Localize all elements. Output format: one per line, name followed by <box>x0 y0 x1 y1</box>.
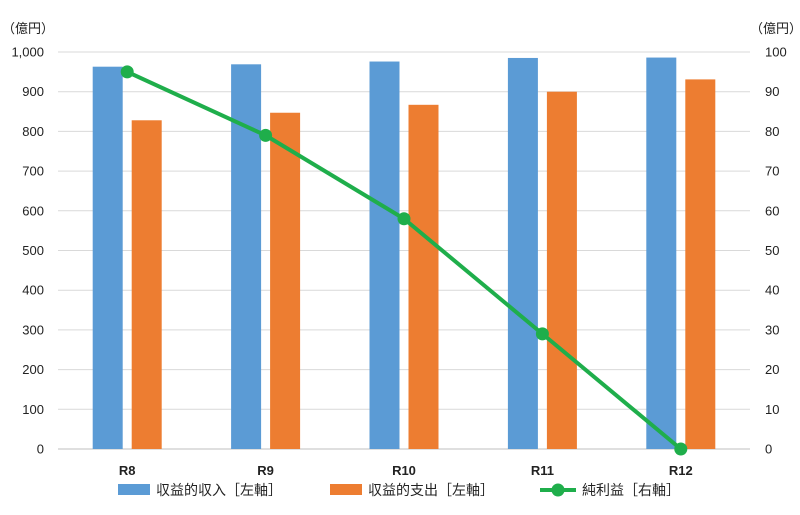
legend: 収益的収入［左軸］ 収益的支出［左軸］ 純利益［右軸］ <box>118 482 680 498</box>
left-axis-tick-label: 800 <box>22 124 44 139</box>
left-axis-tick-label: 700 <box>22 164 44 179</box>
legend-label: 純利益［右軸］ <box>582 482 680 498</box>
left-axis-tick-label: 1,000 <box>11 45 44 60</box>
net-profit-point <box>120 65 134 79</box>
expense-bar <box>685 79 716 449</box>
right-axis-tick-label: 30 <box>765 322 779 337</box>
right-axis-tick-label: 60 <box>765 203 779 218</box>
legend-marker <box>551 483 565 497</box>
expense-bar <box>270 112 301 449</box>
right-axis-unit: （億円） <box>750 21 800 36</box>
net-profit-line <box>120 65 688 456</box>
net-profit-point <box>535 327 549 341</box>
right-axis-tick-label: 90 <box>765 84 779 99</box>
left-axis-unit: （億円） <box>2 21 54 36</box>
revenue-bar <box>646 57 677 450</box>
net-profit-point <box>674 442 688 456</box>
left-axis-tick-label: 600 <box>22 203 44 218</box>
category-label: R12 <box>669 463 693 478</box>
revenue-bar <box>507 57 538 450</box>
left-axis-tick-label: 0 <box>37 442 44 457</box>
left-axis-tick-label: 500 <box>22 243 44 258</box>
legend-swatch <box>330 484 362 495</box>
right-axis-tick-label: 100 <box>765 45 787 60</box>
right-axis-tick-label: 50 <box>765 243 779 258</box>
right-axis-tick-label: 70 <box>765 164 779 179</box>
gridlines <box>58 51 750 450</box>
left-axis-tick-label: 200 <box>22 362 44 377</box>
expense-bar <box>131 120 162 449</box>
net-profit-polyline <box>126 70 683 451</box>
category-label: R10 <box>392 463 416 478</box>
net-profit-point <box>397 212 411 226</box>
left-axis-tick-label: 300 <box>22 322 44 337</box>
bars <box>92 57 716 450</box>
right-axis-tick-label: 10 <box>765 402 779 417</box>
revenue-bar <box>92 66 123 450</box>
legend-label: 収益的収入［左軸］ <box>156 482 282 498</box>
left-axis-tick-label: 100 <box>22 402 44 417</box>
right-axis-tick-label: 0 <box>765 442 772 457</box>
right-axis-tick-label: 40 <box>765 283 779 298</box>
right-axis-tick-label: 20 <box>765 362 779 377</box>
expense-bar <box>546 91 577 449</box>
legend-swatch <box>118 484 150 495</box>
expense-bar <box>408 104 439 450</box>
left-axis-tick-label: 900 <box>22 84 44 99</box>
axes: （億円） （億円） 01002003004005006007008009001,… <box>2 21 800 478</box>
revenue-bar <box>369 61 400 449</box>
right-axis-tick-label: 80 <box>765 124 779 139</box>
category-label: R11 <box>531 463 554 478</box>
net-profit-point <box>259 128 273 142</box>
category-label: R8 <box>119 463 136 478</box>
legend-label: 収益的支出［左軸］ <box>368 482 494 498</box>
category-label: R9 <box>257 463 274 478</box>
left-axis-tick-label: 400 <box>22 283 44 298</box>
